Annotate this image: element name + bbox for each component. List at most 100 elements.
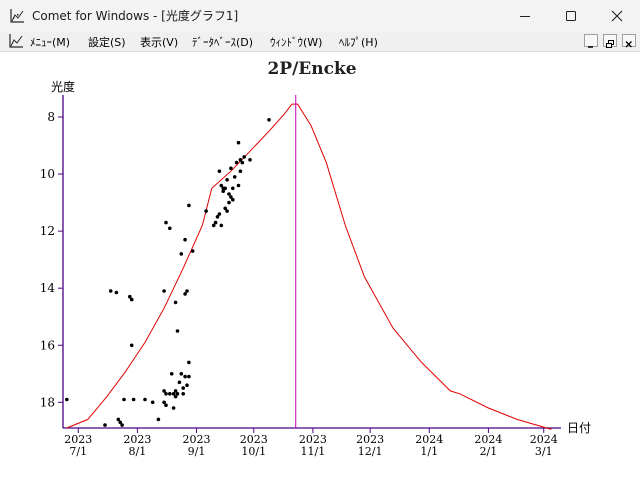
observation-point	[103, 423, 107, 427]
close-icon	[611, 10, 623, 22]
observation-point	[175, 392, 180, 396]
observation-point	[150, 400, 155, 405]
window-title: Comet for Windows - [光度グラフ1]	[32, 9, 239, 23]
menu-item-view[interactable]: 表示(V)	[140, 36, 179, 49]
close-button[interactable]	[594, 0, 640, 31]
x-tick-date: 9/1	[188, 445, 206, 458]
y-tick-label: 10	[40, 167, 55, 181]
y-tick-label: 16	[40, 338, 55, 352]
maximize-icon	[566, 11, 576, 21]
observation-point	[108, 289, 113, 293]
observation-point	[164, 220, 168, 225]
x-tick-date: 3/1	[535, 445, 553, 458]
observation-point	[181, 392, 185, 396]
observation-point	[120, 423, 124, 427]
observation-point	[232, 175, 237, 179]
prediction-layer	[66, 95, 552, 430]
observation-point	[143, 397, 147, 402]
observation-point	[223, 206, 227, 211]
mdi-close-button[interactable]	[622, 34, 636, 48]
chart-title: 2P/Encke	[267, 59, 356, 79]
observation-point	[114, 290, 119, 295]
observation-point	[213, 220, 218, 225]
observation-point	[187, 374, 191, 379]
mdi-restore-icon	[606, 40, 614, 48]
x-tick-year: 2024	[530, 433, 558, 446]
x-tick-date: 10/1	[241, 445, 266, 458]
x-tick-date: 12/1	[358, 445, 383, 458]
observations-layer	[65, 118, 271, 427]
y-tick-label: 8	[47, 110, 55, 124]
menu-item-help[interactable]: ﾍﾙﾌﾟ(H)	[339, 36, 378, 49]
y-axis-label: 光度	[51, 79, 75, 94]
observation-point	[231, 197, 235, 202]
observation-point	[225, 178, 229, 182]
observation-point	[168, 392, 172, 396]
observation-point	[217, 212, 222, 216]
observation-point	[175, 329, 180, 333]
observation-point	[219, 223, 224, 228]
x-tick-year: 2023	[183, 433, 211, 446]
observation-point	[168, 226, 172, 231]
x-tick-year: 2023	[123, 433, 151, 446]
observation-point	[164, 403, 168, 408]
minimize-button[interactable]	[502, 0, 548, 31]
y-tick-label: 12	[40, 224, 55, 238]
observation-point	[179, 372, 184, 376]
observation-point	[179, 252, 184, 256]
x-tick-year: 2024	[415, 433, 443, 446]
observation-point	[122, 397, 126, 402]
minimize-icon	[520, 16, 530, 17]
menu-item-menu[interactable]: ﾒﾆｭｰ(M)	[30, 36, 71, 49]
observation-point	[162, 289, 166, 293]
observation-point	[215, 215, 220, 219]
observation-point	[162, 389, 166, 393]
observation-point	[229, 166, 233, 171]
observation-point	[65, 397, 69, 402]
x-tick-year: 2023	[356, 433, 384, 446]
y-tick-label: 18	[40, 395, 55, 409]
x-tick-year: 2023	[299, 433, 327, 446]
observation-point	[204, 209, 208, 213]
axes: 8101214161820237/120238/120239/1202310/1…	[40, 95, 561, 458]
x-axis-label: 日付	[567, 421, 591, 435]
menu-item-settings[interactable]: 設定(S)	[88, 36, 126, 49]
observation-point	[183, 374, 187, 379]
observation-point	[131, 397, 136, 402]
prediction-curve	[66, 103, 552, 430]
menu-item-window[interactable]: ｳｨﾝﾄﾞｳ(W)	[270, 36, 323, 49]
menu-item-database[interactable]: ﾃﾞｰﾀﾍﾞｰｽ(D)	[192, 36, 254, 49]
x-tick-date: 11/1	[301, 445, 326, 458]
observation-point	[231, 186, 235, 191]
mdi-minimize-icon	[588, 46, 593, 48]
observation-point	[225, 209, 229, 213]
observation-point	[227, 192, 231, 196]
graph-client-area: 2P/Encke 光度 日付 8 10 12 14 16 18 2023 7/1 2023 8/1…	[1, 52, 639, 479]
observation-point	[162, 400, 166, 405]
observation-point	[173, 389, 178, 393]
x-tick-date: 8/1	[129, 445, 147, 458]
menu-bar: ﾒﾆｭｰ(M) 設定(S) 表示(V) ﾃﾞｰﾀﾍﾞｰｽ(D) ｳｨﾝﾄﾞｳ(W…	[0, 31, 640, 52]
observation-point	[248, 158, 252, 162]
chart-icon[interactable]	[8, 33, 24, 49]
x-tick-date: 7/1	[69, 445, 87, 458]
observation-point	[223, 186, 227, 191]
y-tick-label: 14	[40, 281, 56, 295]
observation-point	[238, 158, 243, 162]
observation-point	[187, 203, 191, 208]
observation-point	[128, 294, 132, 299]
x-tick-year: 2023	[64, 433, 92, 446]
mdi-restore-button[interactable]	[603, 34, 617, 48]
observation-point	[236, 183, 241, 188]
observation-point	[236, 140, 241, 145]
observation-point	[164, 392, 168, 396]
observation-point	[129, 343, 134, 348]
observation-point	[187, 360, 191, 365]
observation-point	[267, 118, 271, 122]
mdi-minimize-button[interactable]	[584, 34, 598, 48]
maximize-button[interactable]	[548, 0, 594, 31]
observation-point	[183, 237, 187, 242]
observation-point	[238, 169, 243, 173]
title-bar[interactable]: Comet for Windows - [光度グラフ1]	[0, 0, 640, 31]
